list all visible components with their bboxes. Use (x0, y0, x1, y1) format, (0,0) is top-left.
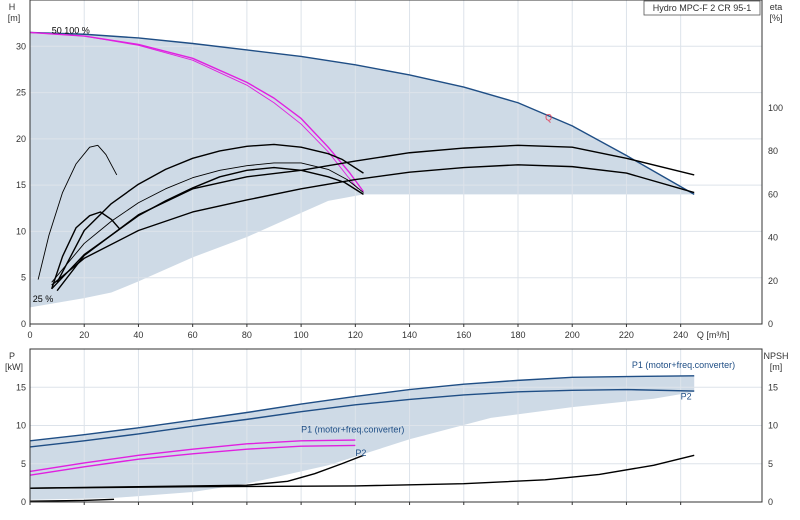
series-line-eta-main (51, 164, 695, 286)
x-tick-label: 120 (348, 330, 363, 340)
series-line-eta-one-pump-inner (51, 166, 364, 290)
y2-tick-label: 20 (768, 276, 778, 286)
title-box (643, 0, 761, 16)
series-line-eta-one-pump-mid (51, 162, 364, 283)
annotation-label: P1 (motor+freq.converter) (632, 360, 735, 370)
series-line-P1-total (29, 375, 695, 442)
x-tick-label: 180 (510, 330, 525, 340)
y-tick-label: 10 (16, 226, 26, 236)
y2-tick-label: 15 (768, 382, 778, 392)
series-line-eta-one-pump-outer (56, 143, 364, 283)
y-axis-unit: [kW] (5, 362, 23, 372)
operating-area-shade (30, 32, 695, 308)
x-axis-label: Q [m³/h] (697, 330, 730, 340)
y-tick-label: 20 (16, 134, 26, 144)
x-tick-label: 40 (133, 330, 143, 340)
x-tick-label: 80 (242, 330, 252, 340)
y-tick-label: 15 (16, 180, 26, 190)
series-line-max-curve (29, 31, 695, 196)
operating-area-shade (30, 375, 695, 500)
annotation-label: P2 (355, 448, 366, 458)
series-line-eta-small-a (37, 144, 118, 280)
y2-axis-label: NPSH (763, 351, 788, 361)
y-axis-label: H (9, 2, 16, 12)
y-tick-label: 5 (21, 459, 26, 469)
y-tick-label: 25 (16, 88, 26, 98)
annotation-label: Q (545, 112, 552, 122)
y-axis-unit: [m] (8, 13, 21, 23)
x-tick-label: 160 (456, 330, 471, 340)
y2-tick-label: 80 (768, 146, 778, 156)
y-tick-label: 0 (21, 497, 26, 507)
series-layer (29, 31, 695, 502)
y2-tick-label: 10 (768, 421, 778, 431)
y-axis-label: P (9, 351, 15, 361)
y2-tick-label: 100 (768, 103, 783, 113)
y-tick-label: 30 (16, 41, 26, 51)
y2-tick-label: 0 (768, 497, 773, 507)
y-tick-label: 0 (21, 319, 26, 329)
annotation-label: 25 % (33, 294, 54, 304)
x-tick-label: 60 (188, 330, 198, 340)
x-tick-label: 200 (565, 330, 580, 340)
y-tick-label: 15 (16, 382, 26, 392)
y2-axis-label: eta (770, 2, 783, 12)
x-tick-label: 20 (79, 330, 89, 340)
x-tick-label: 220 (619, 330, 634, 340)
frame-layer (29, 0, 763, 503)
x-tick-label: 100 (294, 330, 309, 340)
y2-tick-label: 5 (768, 459, 773, 469)
series-line-P1-one-pump (29, 439, 356, 473)
chart-title: Hydro MPC-F 2 CR 95-1 (653, 3, 752, 13)
series-line-one-pump-curve (29, 31, 365, 193)
plot-frame (29, 348, 763, 503)
annotation-label: P1 (motor+freq.converter) (301, 424, 404, 434)
y-tick-label: 5 (21, 273, 26, 283)
x-tick-label: 240 (673, 330, 688, 340)
series-line-P2-total (29, 388, 695, 448)
series-line-NPSH-total (29, 454, 695, 489)
y2-tick-label: 60 (768, 189, 778, 199)
y-tick-label: 10 (16, 421, 26, 431)
series-line-NPSH-low (29, 498, 115, 502)
y2-axis-unit: [%] (769, 13, 782, 23)
x-tick-label: 0 (27, 330, 32, 340)
series-line-P2-one-pump (29, 444, 356, 476)
shaded-area-layer (30, 32, 695, 500)
series-line-eta-small-b (51, 211, 120, 290)
annotation-label: 50 100 % (52, 25, 90, 35)
annotation-label: P2 (681, 391, 692, 401)
plot-frame (29, 0, 763, 325)
y2-tick-label: 0 (768, 319, 773, 329)
y2-tick-label: 40 (768, 233, 778, 243)
x-tick-label: 140 (402, 330, 417, 340)
series-line-eta-upper (56, 144, 695, 292)
y2-axis-unit: [m] (770, 362, 783, 372)
